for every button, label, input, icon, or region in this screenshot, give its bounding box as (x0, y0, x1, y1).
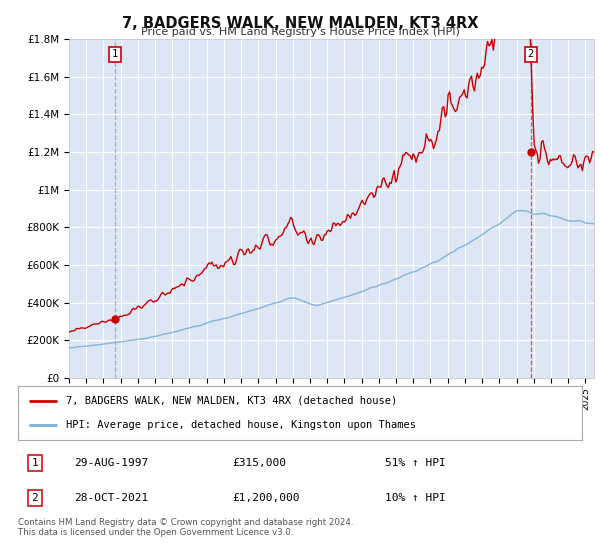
Text: 10% ↑ HPI: 10% ↑ HPI (385, 493, 445, 503)
Text: 7, BADGERS WALK, NEW MALDEN, KT3 4RX (detached house): 7, BADGERS WALK, NEW MALDEN, KT3 4RX (de… (66, 396, 397, 406)
Text: £315,000: £315,000 (232, 458, 286, 468)
Text: 1: 1 (32, 458, 38, 468)
Text: £1,200,000: £1,200,000 (232, 493, 300, 503)
Text: 29-AUG-1997: 29-AUG-1997 (74, 458, 149, 468)
Text: 1: 1 (112, 49, 118, 59)
Text: 51% ↑ HPI: 51% ↑ HPI (385, 458, 445, 468)
Text: Price paid vs. HM Land Registry's House Price Index (HPI): Price paid vs. HM Land Registry's House … (140, 27, 460, 37)
Text: 2: 2 (528, 49, 534, 59)
Text: 7, BADGERS WALK, NEW MALDEN, KT3 4RX: 7, BADGERS WALK, NEW MALDEN, KT3 4RX (122, 16, 478, 31)
Text: HPI: Average price, detached house, Kingston upon Thames: HPI: Average price, detached house, King… (66, 420, 416, 430)
Text: 28-OCT-2021: 28-OCT-2021 (74, 493, 149, 503)
Text: Contains HM Land Registry data © Crown copyright and database right 2024.
This d: Contains HM Land Registry data © Crown c… (18, 518, 353, 538)
Text: 2: 2 (32, 493, 38, 503)
